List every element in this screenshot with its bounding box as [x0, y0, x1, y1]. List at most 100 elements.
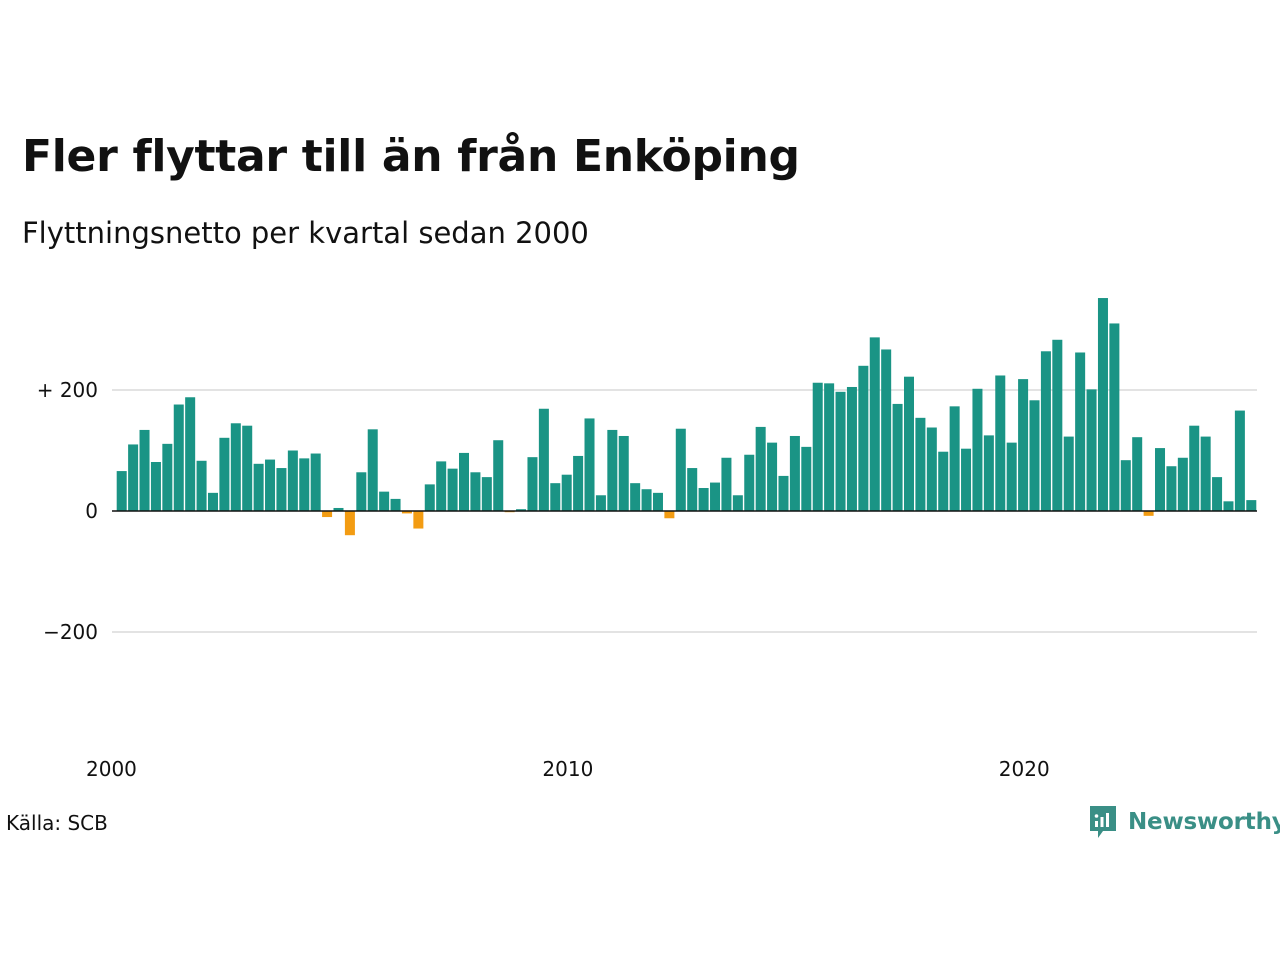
bar: 2024 Q2: 16: [1223, 501, 1234, 511]
bar: 2017 Q3: 154: [915, 417, 926, 511]
bar: 2008 Q1: 56: [481, 477, 492, 511]
bar: 2007 Q3: 96: [459, 452, 470, 511]
bar: 2014 Q3: 58: [778, 475, 789, 511]
bar: 2019 Q4: 218: [1018, 379, 1029, 511]
bar: 2006 Q2: -4: [401, 511, 412, 514]
bar: 2005 Q3: 135: [367, 429, 378, 511]
bar: 2007 Q2: 70: [447, 468, 458, 511]
bar: 2009 Q4: 60: [561, 474, 572, 511]
bar: 2019 Q1: 125: [983, 435, 994, 512]
bar: 2004 Q3: -10: [322, 511, 333, 518]
bar: 2003 Q3: 71: [276, 468, 287, 511]
bar: 2013 Q3: 26: [732, 495, 743, 511]
bar: 2017 Q1: 177: [892, 403, 903, 511]
brand-name: Newsworthy: [1128, 809, 1280, 835]
bar: 2018 Q4: 202: [972, 388, 983, 511]
bar: 2017 Q4: 138: [926, 427, 937, 511]
bar: 2008 Q4: 3: [516, 509, 527, 511]
bar: 2022 Q2: 122: [1132, 437, 1143, 511]
x-tick-label: 2000: [86, 757, 137, 781]
bar: 2022 Q1: 84: [1120, 460, 1131, 511]
bar: 2016 Q2: 240: [858, 365, 869, 511]
bar: 2013 Q4: 93: [744, 454, 755, 512]
bar: 2000 Q1: 66: [116, 471, 127, 511]
bar: 2009 Q3: 46: [550, 483, 561, 511]
y-tick-labels: + 200 0 −200: [37, 378, 98, 644]
bar: 2020 Q4: 123: [1063, 436, 1074, 511]
bar: 2023 Q4: 123: [1200, 436, 1211, 511]
bar: 2001 Q2: 176: [173, 404, 184, 511]
bar: 2011 Q3: 36: [641, 489, 652, 511]
bar: 2009 Q2: 169: [538, 408, 549, 511]
brand-logo[interactable]: Newsworthy: [1088, 804, 1280, 840]
newsworthy-logo-icon: [1090, 806, 1116, 838]
bar: 2012 Q4: 38: [698, 488, 709, 511]
bar: 2001 Q4: 83: [196, 460, 207, 511]
bar: 2000 Q3: 134: [139, 429, 150, 511]
bar: 2024 Q3: 166: [1234, 410, 1245, 511]
bar: 2007 Q1: 82: [436, 461, 447, 511]
bar: 2015 Q1: 106: [801, 446, 812, 511]
bar: 2020 Q3: 283: [1052, 339, 1063, 511]
bar: 2003 Q4: 100: [287, 450, 298, 511]
bar: 2000 Q4: 81: [150, 462, 161, 511]
bar: 2006 Q1: 20: [390, 498, 401, 511]
y-tick-label: 0: [85, 499, 98, 523]
bar: 2011 Q4: 30: [652, 492, 663, 511]
bars: 2000 Q1: 662000 Q2: 1102000 Q3: 1342000 …: [116, 298, 1257, 536]
bar: 2024 Q4: 18: [1246, 500, 1257, 511]
bar: 2016 Q1: 205: [846, 386, 857, 511]
bar: 2016 Q4: 267: [881, 349, 892, 511]
bar: 2023 Q3: 141: [1189, 425, 1200, 511]
bar: 2012 Q3: 71: [687, 468, 698, 511]
y-tick-label: −200: [43, 620, 98, 644]
bar: 2010 Q3: 26: [595, 495, 606, 511]
bar: 2020 Q2: 264: [1040, 351, 1051, 511]
bar: 2011 Q2: 46: [630, 483, 641, 511]
bar: 2022 Q4: 104: [1155, 448, 1166, 511]
bar: 2022 Q3: -8: [1143, 511, 1154, 516]
bar: 2024 Q1: 56: [1212, 477, 1223, 511]
chart-title: Fler flyttar till än från Enköping: [22, 131, 800, 182]
bar: 2020 Q1: 183: [1029, 400, 1040, 511]
bar: 2009 Q1: 89: [527, 457, 538, 511]
bar: 2014 Q1: 139: [755, 426, 766, 511]
bar: 2015 Q4: 197: [835, 391, 846, 511]
bar: 2013 Q2: 88: [721, 457, 732, 511]
bar: 2021 Q3: 352: [1097, 298, 1108, 511]
bar: 2018 Q1: 98: [938, 451, 949, 511]
bar: 2021 Q2: 201: [1086, 389, 1097, 511]
bar: 2010 Q4: 134: [607, 429, 618, 511]
y-tick-label: + 200: [37, 378, 98, 402]
bar: 2014 Q2: 113: [767, 442, 778, 511]
bar: 2007 Q4: 64: [470, 472, 481, 511]
bar: 2005 Q2: 64: [356, 472, 367, 511]
bar: 2006 Q3: -29: [413, 511, 424, 529]
bar: 2023 Q1: 74: [1166, 466, 1177, 511]
bar: 2004 Q2: 95: [310, 453, 321, 512]
bar: 2013 Q1: 47: [710, 482, 721, 511]
source-note: Källa: SCB: [6, 811, 108, 835]
bar: 2004 Q1: 87: [299, 458, 310, 511]
bar: 2008 Q2: 117: [493, 440, 504, 511]
x-tick-labels: 2000 2010 2020: [86, 757, 1050, 781]
bar: 2017 Q2: 222: [903, 376, 914, 511]
x-tick-label: 2020: [999, 757, 1050, 781]
bar: 2001 Q3: 188: [185, 397, 196, 511]
bar: 2003 Q2: 85: [265, 459, 276, 511]
bar: 2016 Q3: 287: [869, 337, 880, 511]
bar: 2018 Q3: 103: [961, 448, 972, 511]
bar: 2019 Q2: 224: [995, 375, 1006, 511]
bar: 2000 Q2: 110: [128, 444, 139, 511]
bar: 2012 Q1: -12: [664, 511, 675, 519]
bar: 2018 Q2: 173: [949, 406, 960, 511]
bar: 2004 Q4: 5: [333, 507, 344, 511]
x-tick-label: 2010: [542, 757, 593, 781]
bar: 2015 Q3: 211: [824, 383, 835, 511]
bar: 2010 Q2: 153: [584, 418, 595, 511]
chart-subtitle: Flyttningsnetto per kvartal sedan 2000: [22, 216, 589, 250]
